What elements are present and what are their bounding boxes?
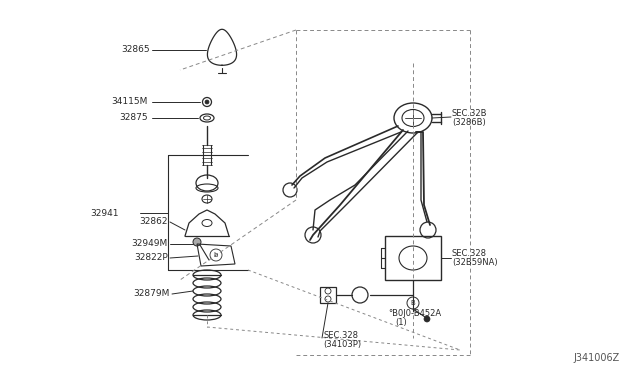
Text: SEC.328: SEC.328 xyxy=(452,250,487,259)
Text: °B0J0-B452A: °B0J0-B452A xyxy=(388,308,441,317)
Text: 32949M: 32949M xyxy=(132,240,168,248)
Text: 32822P: 32822P xyxy=(134,253,168,263)
Text: (1): (1) xyxy=(395,317,407,327)
Text: SEC.328: SEC.328 xyxy=(323,330,358,340)
Text: 32865: 32865 xyxy=(122,45,150,55)
Text: B: B xyxy=(411,300,415,306)
Circle shape xyxy=(205,100,209,104)
Text: 32862: 32862 xyxy=(140,218,168,227)
Text: b: b xyxy=(214,252,218,258)
Text: (34103P): (34103P) xyxy=(323,340,361,349)
Text: 34115M: 34115M xyxy=(111,97,148,106)
Text: 32879M: 32879M xyxy=(134,289,170,298)
Text: 32875: 32875 xyxy=(120,113,148,122)
Circle shape xyxy=(193,238,201,246)
Text: SEC.32B: SEC.32B xyxy=(452,109,488,118)
Text: (3286B): (3286B) xyxy=(452,118,486,126)
Circle shape xyxy=(424,316,430,322)
Text: (32B59NA): (32B59NA) xyxy=(452,259,498,267)
Text: 32941: 32941 xyxy=(90,208,118,218)
Text: J341006Z: J341006Z xyxy=(573,353,620,363)
